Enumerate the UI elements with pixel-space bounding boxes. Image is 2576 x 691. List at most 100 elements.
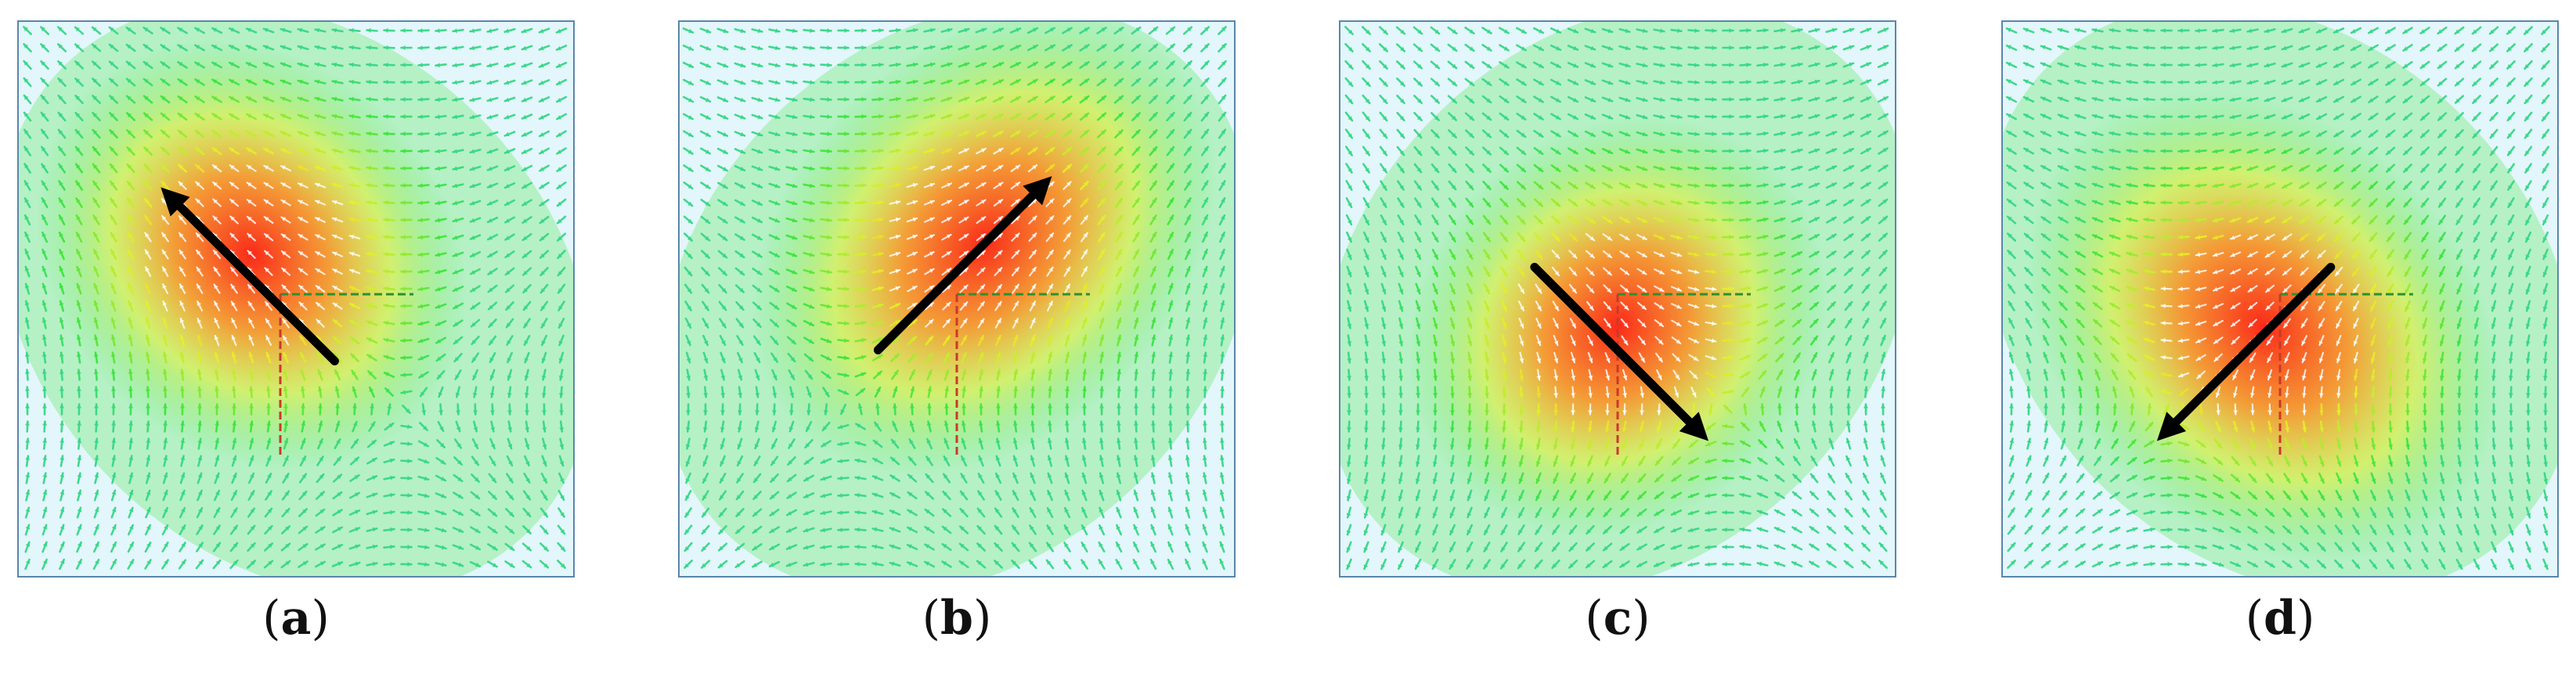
vector-glyph-head xyxy=(179,232,184,238)
vector-glyph-head xyxy=(285,543,290,549)
vector-glyph-head xyxy=(1187,61,1192,67)
vector-glyph-head xyxy=(808,356,813,362)
vector-glyph-head xyxy=(349,96,354,102)
vector-glyph-head xyxy=(1416,133,1422,138)
vector-glyph-head xyxy=(1013,404,1018,408)
vector-glyph-head xyxy=(250,508,254,513)
vector-glyph-head xyxy=(1521,115,1526,120)
vector-glyph-head xyxy=(1186,129,1192,135)
vector-glyph-head xyxy=(263,27,269,33)
vector-glyph-head xyxy=(1882,200,1888,204)
vector-glyph-head xyxy=(873,475,878,480)
vector-glyph-head xyxy=(844,252,849,257)
vector-glyph-head xyxy=(1133,560,1138,565)
vector-glyph-head xyxy=(912,182,918,188)
vector-glyph-head xyxy=(803,545,809,550)
vector-glyph-head xyxy=(298,79,303,85)
vector-glyph-head xyxy=(145,267,150,272)
vector-glyph-head xyxy=(93,232,98,238)
vector-glyph-head xyxy=(1170,27,1174,32)
vector-glyph-head xyxy=(366,182,371,188)
vector-glyph-head xyxy=(541,305,546,311)
vector-glyph-head xyxy=(827,269,832,275)
vector-glyph-head xyxy=(196,233,201,238)
vector-glyph-head xyxy=(718,563,723,568)
vector-glyph-head xyxy=(911,353,915,358)
vector-glyph-head xyxy=(75,61,80,67)
vector-glyph-head xyxy=(337,544,342,549)
vector-glyph-head xyxy=(128,215,132,221)
vector-glyph-head xyxy=(1032,79,1037,84)
vector-glyph-head xyxy=(390,527,395,532)
vector-glyph-head xyxy=(1066,96,1072,101)
vector-glyph-head xyxy=(560,529,565,534)
vector-glyph-head xyxy=(1642,166,1647,171)
vector-glyph-head xyxy=(929,200,934,205)
vector-glyph-head xyxy=(58,129,63,135)
vector-glyph-head xyxy=(1135,27,1141,32)
vector-glyph-head xyxy=(1048,250,1053,255)
vector-glyph-head xyxy=(473,426,478,432)
vector-glyph-head xyxy=(1203,250,1208,254)
vector-glyph-head xyxy=(878,303,883,308)
vector-glyph-head xyxy=(489,322,494,327)
vector-glyph-head xyxy=(1797,27,1802,33)
vector-glyph-head xyxy=(998,96,1003,101)
vector-glyph-head xyxy=(332,217,337,222)
vector-glyph-head xyxy=(1573,28,1578,34)
vector-glyph-head xyxy=(264,131,269,135)
vector-glyph-head xyxy=(1625,80,1630,85)
vector-glyph-head xyxy=(195,79,200,84)
vector-glyph-head xyxy=(723,149,727,154)
vector-glyph-head xyxy=(1572,167,1578,171)
vector-glyph-head xyxy=(1203,215,1208,221)
vector-glyph-head xyxy=(472,357,477,362)
vector-glyph-head xyxy=(1625,114,1630,120)
vector-glyph-head xyxy=(1607,131,1612,137)
vector-glyph-head xyxy=(24,266,30,272)
vector-glyph-head xyxy=(1485,236,1490,242)
vector-glyph-head xyxy=(77,490,82,495)
vector-glyph-head xyxy=(92,44,97,49)
vector-glyph-head xyxy=(855,544,860,549)
vector-glyph-head xyxy=(1168,404,1173,408)
vector-glyph-head xyxy=(95,560,99,564)
vector-glyph-head xyxy=(879,182,883,188)
vector-glyph-head xyxy=(1348,202,1352,207)
vector-glyph-head xyxy=(964,165,969,171)
vector-glyph-head xyxy=(1746,251,1751,257)
vector-glyph-head xyxy=(1434,98,1439,103)
vector-glyph-head xyxy=(367,337,372,343)
vector-glyph-head xyxy=(541,375,547,380)
vector-glyph-head xyxy=(757,149,763,154)
vector-glyph-head xyxy=(60,507,65,513)
vector-glyph-head xyxy=(1153,95,1157,101)
vector-glyph-head xyxy=(267,473,272,479)
vector-glyph-head xyxy=(755,375,760,380)
vector-glyph-head xyxy=(1659,200,1665,206)
vector-glyph-head xyxy=(929,268,934,273)
vector-glyph-head xyxy=(1712,200,1716,206)
vector-glyph-head xyxy=(143,79,149,84)
vector-glyph-head xyxy=(110,387,116,391)
vector-glyph-head xyxy=(1186,95,1192,100)
vector-glyph-head xyxy=(523,288,529,293)
vector-glyph-head xyxy=(418,183,423,189)
vector-glyph-head xyxy=(1712,166,1716,171)
vector-glyph-head xyxy=(1348,133,1352,139)
vector-glyph-head xyxy=(960,526,965,531)
vector-glyph-head xyxy=(946,302,951,308)
vector-glyph-head xyxy=(522,184,528,189)
vector-glyph-head xyxy=(943,421,949,426)
vector-glyph-head xyxy=(332,79,337,85)
vector-glyph-head xyxy=(384,217,388,222)
vector-glyph-head xyxy=(861,96,866,102)
vector-glyph-head xyxy=(128,387,133,391)
vector-glyph-head xyxy=(401,355,406,361)
vector-glyph-head xyxy=(504,63,510,68)
vector-glyph-head xyxy=(110,318,116,323)
vector-glyph-head xyxy=(127,164,132,169)
vector-glyph-head xyxy=(979,369,984,375)
vector-glyph-head xyxy=(230,216,235,221)
vector-glyph-head xyxy=(925,544,930,549)
